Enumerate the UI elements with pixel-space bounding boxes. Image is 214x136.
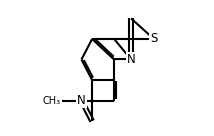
Text: N: N [127,53,135,66]
Text: CH₃: CH₃ [43,96,61,106]
Text: S: S [150,33,158,45]
Text: N: N [77,94,86,107]
